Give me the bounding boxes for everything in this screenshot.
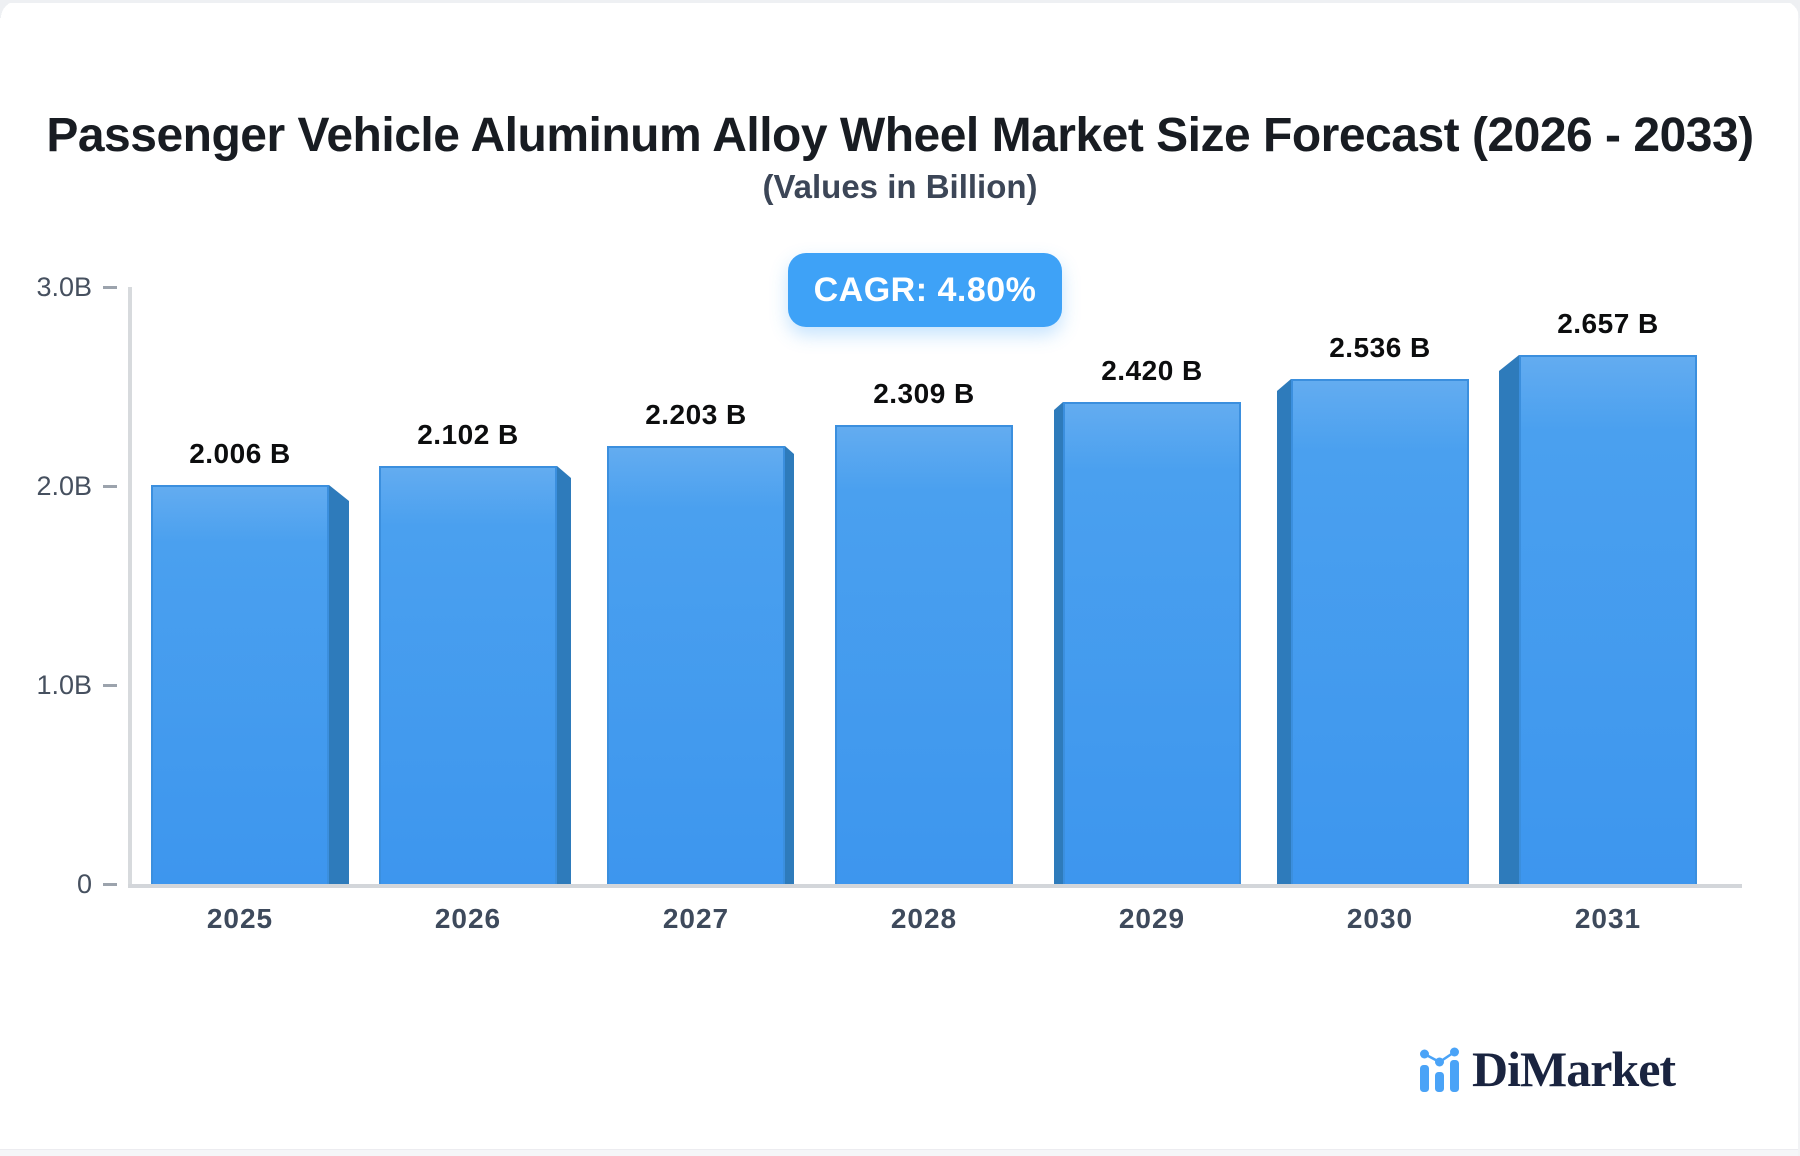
y-tick-label: 0: [76, 869, 92, 899]
brand-logo-text: DiMarket: [1472, 1041, 1676, 1097]
y-tick-dash: [103, 485, 117, 488]
cagr-badge: CAGR: 4.80%: [788, 253, 1062, 327]
x-axis: [128, 884, 1742, 888]
frame-corner-top-left: [0, 0, 18, 18]
x-tick-label: 2025: [206, 903, 274, 934]
y-tick-label: 2.0B: [36, 471, 92, 501]
bar-2026[interactable]: [379, 466, 557, 884]
mini-bar-line-chart-icon: [1420, 1047, 1459, 1092]
frame-corner-top-right: [1782, 0, 1800, 18]
x-tick-label: 2029: [1118, 903, 1186, 934]
y-tick-dash: [103, 684, 117, 687]
bar-2027[interactable]: [607, 446, 785, 884]
bar-value-label: 2.203 B: [645, 399, 747, 430]
brand-logo: DiMarket: [1418, 1040, 1676, 1097]
y-tick-label: 1.0B: [36, 670, 92, 700]
x-tick-label: 2030: [1346, 903, 1414, 934]
bar-2030[interactable]: [1291, 379, 1469, 884]
x-tick-label: 2031: [1574, 903, 1642, 934]
bar-side: [785, 446, 794, 884]
bar-side: [1277, 379, 1291, 884]
bar-side: [1054, 402, 1063, 884]
bar-2029[interactable]: [1063, 402, 1241, 884]
bar-2025[interactable]: [151, 485, 329, 884]
bar-value-label: 2.657 B: [1557, 308, 1659, 339]
y-tick-dash: [103, 883, 117, 886]
page-subtitle: (Values in Billion): [762, 168, 1038, 205]
x-tick-label: 2028: [890, 903, 958, 934]
cagr-badge-label: CAGR: 4.80%: [813, 270, 1037, 309]
x-tick-label: 2026: [434, 903, 502, 934]
frame-top-strip: [0, 0, 1800, 3]
page-title: Passenger Vehicle Aluminum Alloy Wheel M…: [46, 109, 1754, 162]
y-axis: [128, 287, 132, 888]
y-tick-label: 3.0B: [36, 272, 92, 302]
bar-value-label: 2.536 B: [1329, 332, 1431, 363]
bar-value-label: 2.420 B: [1101, 355, 1203, 386]
bar-value-label: 2.102 B: [417, 419, 519, 450]
frame-right-strip: [1798, 0, 1800, 1156]
bar-2028[interactable]: [835, 425, 1013, 884]
bar-side: [329, 485, 349, 884]
bar-2031[interactable]: [1519, 355, 1697, 884]
bar-value-label: 2.006 B: [189, 438, 291, 469]
x-tick-label: 2027: [662, 903, 730, 934]
y-tick-dash: [103, 286, 117, 289]
bar-side: [557, 466, 571, 884]
bar-side: [1499, 355, 1519, 884]
bar-value-label: 2.309 B: [873, 378, 975, 409]
frame-bottom-strip: [0, 1149, 1800, 1156]
